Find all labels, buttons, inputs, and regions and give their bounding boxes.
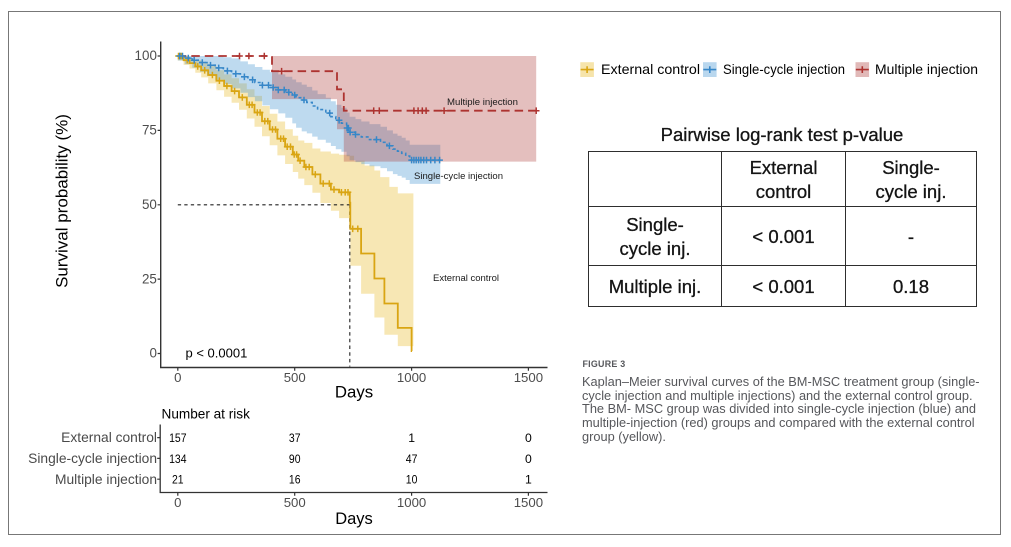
svg-text:10: 10 bbox=[406, 473, 418, 487]
svg-text:Single-cycle injection: Single-cycle injection bbox=[723, 61, 845, 77]
svg-text:0: 0 bbox=[525, 431, 532, 445]
svg-text:21: 21 bbox=[172, 473, 184, 487]
svg-text:p < 0.0001: p < 0.0001 bbox=[186, 346, 248, 361]
svg-text:Days: Days bbox=[335, 510, 373, 528]
svg-text:Number at risk: Number at risk bbox=[162, 406, 251, 421]
svg-text:Multiple injection: Multiple injection bbox=[875, 61, 978, 77]
svg-text:16: 16 bbox=[289, 473, 301, 487]
svg-text:90: 90 bbox=[289, 452, 301, 466]
svg-text:0: 0 bbox=[174, 495, 181, 510]
svg-text:0: 0 bbox=[525, 452, 532, 466]
svg-text:Single-cycle injection: Single-cycle injection bbox=[28, 451, 157, 466]
svg-text:500: 500 bbox=[284, 495, 306, 510]
svg-text:37: 37 bbox=[289, 431, 301, 445]
svg-text:1000: 1000 bbox=[397, 370, 426, 385]
svg-text:100: 100 bbox=[135, 48, 157, 63]
svg-text:Single-cycle injection: Single-cycle injection bbox=[414, 171, 503, 182]
svg-text:1500: 1500 bbox=[514, 370, 543, 385]
svg-text:50: 50 bbox=[142, 197, 157, 212]
svg-text:Days: Days bbox=[335, 383, 373, 402]
svg-text:1: 1 bbox=[408, 431, 415, 445]
svg-text:1: 1 bbox=[525, 473, 532, 487]
svg-text:75: 75 bbox=[142, 123, 157, 138]
svg-text:47: 47 bbox=[406, 452, 418, 466]
svg-text:External control: External control bbox=[433, 273, 499, 284]
svg-text:157: 157 bbox=[169, 431, 187, 445]
svg-text:500: 500 bbox=[284, 370, 306, 385]
svg-text:0: 0 bbox=[149, 346, 156, 361]
svg-text:External control: External control bbox=[61, 430, 157, 445]
svg-text:Survival probability (%): Survival probability (%) bbox=[53, 114, 72, 288]
svg-text:Multiple injection: Multiple injection bbox=[55, 472, 157, 487]
svg-text:25: 25 bbox=[142, 271, 157, 286]
svg-text:Multiple injection: Multiple injection bbox=[447, 97, 518, 108]
svg-text:134: 134 bbox=[169, 452, 187, 466]
svg-text:1500: 1500 bbox=[514, 495, 543, 510]
svg-text:External control: External control bbox=[601, 61, 700, 77]
svg-text:1000: 1000 bbox=[397, 495, 426, 510]
svg-text:0: 0 bbox=[174, 370, 181, 385]
